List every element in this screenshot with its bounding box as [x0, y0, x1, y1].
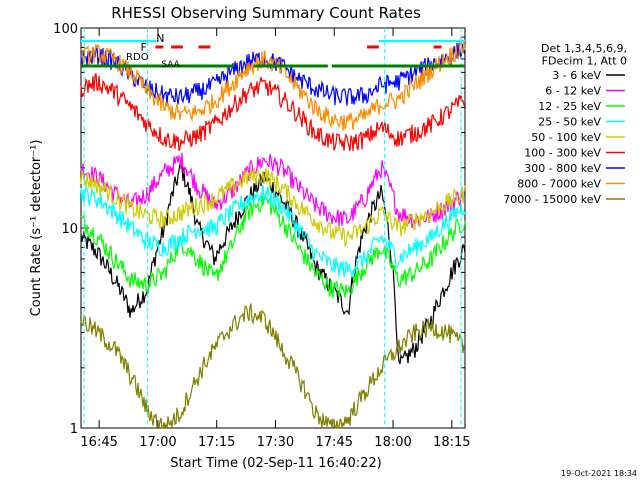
series-line — [80, 41, 466, 106]
series-layer — [80, 38, 466, 430]
y-tick-label: 10 — [61, 222, 78, 237]
x-tick-label: 17:00 — [139, 435, 176, 450]
rdo-label: RDO — [126, 52, 149, 63]
series-line — [80, 161, 466, 365]
series-line — [80, 152, 466, 229]
axis-ticks: 16:45 17:00 17:15 17:30 17:45 18:00 18:15 1 10 10… — [53, 22, 470, 450]
legend-entry: 25 - 50 keV — [538, 116, 601, 129]
series-line — [80, 302, 466, 430]
legend-header: Det 1,3,4,5,6,9, — [541, 42, 627, 55]
y-tick-label: 100 — [53, 22, 78, 37]
legend-entry: 7000 - 15000 keV — [503, 193, 601, 206]
series-line — [80, 73, 466, 152]
x-tick-label: 18:15 — [433, 435, 470, 450]
x-tick-label: 18:00 — [374, 435, 411, 450]
series-line — [80, 38, 466, 131]
legend-entry: 50 - 100 keV — [531, 131, 601, 144]
x-tick-label: 17:45 — [316, 435, 353, 450]
legend-entry: 3 - 6 keV — [552, 69, 601, 82]
legend-entry: 100 - 300 keV — [524, 147, 601, 160]
flare-label: F — [141, 41, 147, 54]
legend-entry: 6 - 12 keV — [545, 85, 601, 98]
x-tick-label: 16:45 — [80, 435, 117, 450]
series-line — [80, 184, 466, 278]
series-line — [80, 192, 466, 299]
chart-title: RHESSI Observing Summary Count Rates — [111, 4, 421, 22]
footer-date: 19-Oct-2021 18:34 — [561, 469, 637, 478]
legend-entry: 800 - 7000 keV — [517, 178, 601, 191]
series-line — [80, 167, 466, 248]
legend: Det 1,3,4,5,6,9,FDecim 1, Att 03 - 6 keV… — [503, 42, 627, 206]
y-axis-label: Count Rate (s⁻¹ detector⁻¹) — [29, 140, 44, 317]
night-label: N — [156, 32, 164, 45]
legend-entry: 300 - 800 keV — [524, 162, 601, 175]
x-tick-label: 17:15 — [198, 435, 235, 450]
saa-label: SAA — [161, 60, 180, 70]
legend-header: FDecim 1, Att 0 — [542, 55, 627, 68]
legend-entry: 12 - 25 keV — [538, 100, 601, 113]
x-axis-label: Start Time (02-Sep-11 16:40:22) — [170, 456, 381, 471]
x-tick-label: 17:30 — [257, 435, 294, 450]
y-tick-label: 1 — [70, 422, 78, 437]
